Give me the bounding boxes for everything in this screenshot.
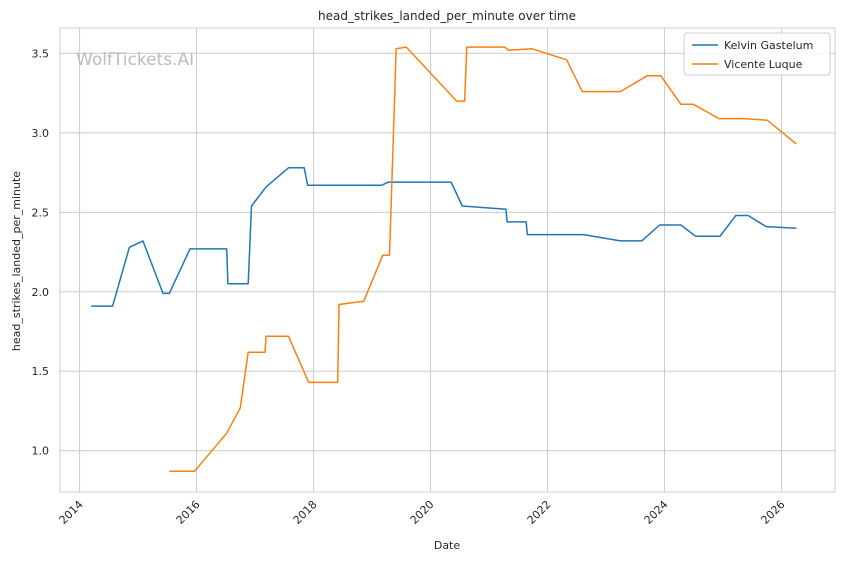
series-lines <box>91 46 797 473</box>
legend-label-vicente-luque: Vicente Luque <box>724 58 803 71</box>
y-tick-label: 1.5 <box>32 365 50 378</box>
legend-box <box>683 32 831 76</box>
legend: Kelvin Gastelum Vicente Luque <box>683 32 831 76</box>
watermark: WolfTickets.AI <box>76 50 194 70</box>
plot-frame <box>59 27 836 493</box>
y-tick-label: 2.5 <box>32 206 50 219</box>
y-tick-label: 2.0 <box>32 286 50 299</box>
y-tick-label: 3.5 <box>32 47 50 60</box>
y-tick-label: 3.0 <box>32 127 50 140</box>
x-axis-title: Date <box>434 539 461 552</box>
series-line-kelvin-gastelum <box>91 167 797 307</box>
y-tick-label: 1.0 <box>32 445 50 458</box>
legend-label-kelvin-gastelum: Kelvin Gastelum <box>724 39 813 52</box>
series-line-vicente-luque <box>169 46 797 473</box>
chart-title: head_strikes_landed_per_minute over time <box>318 9 576 23</box>
y-axis-title: head_strikes_landed_per_minute <box>10 171 23 351</box>
